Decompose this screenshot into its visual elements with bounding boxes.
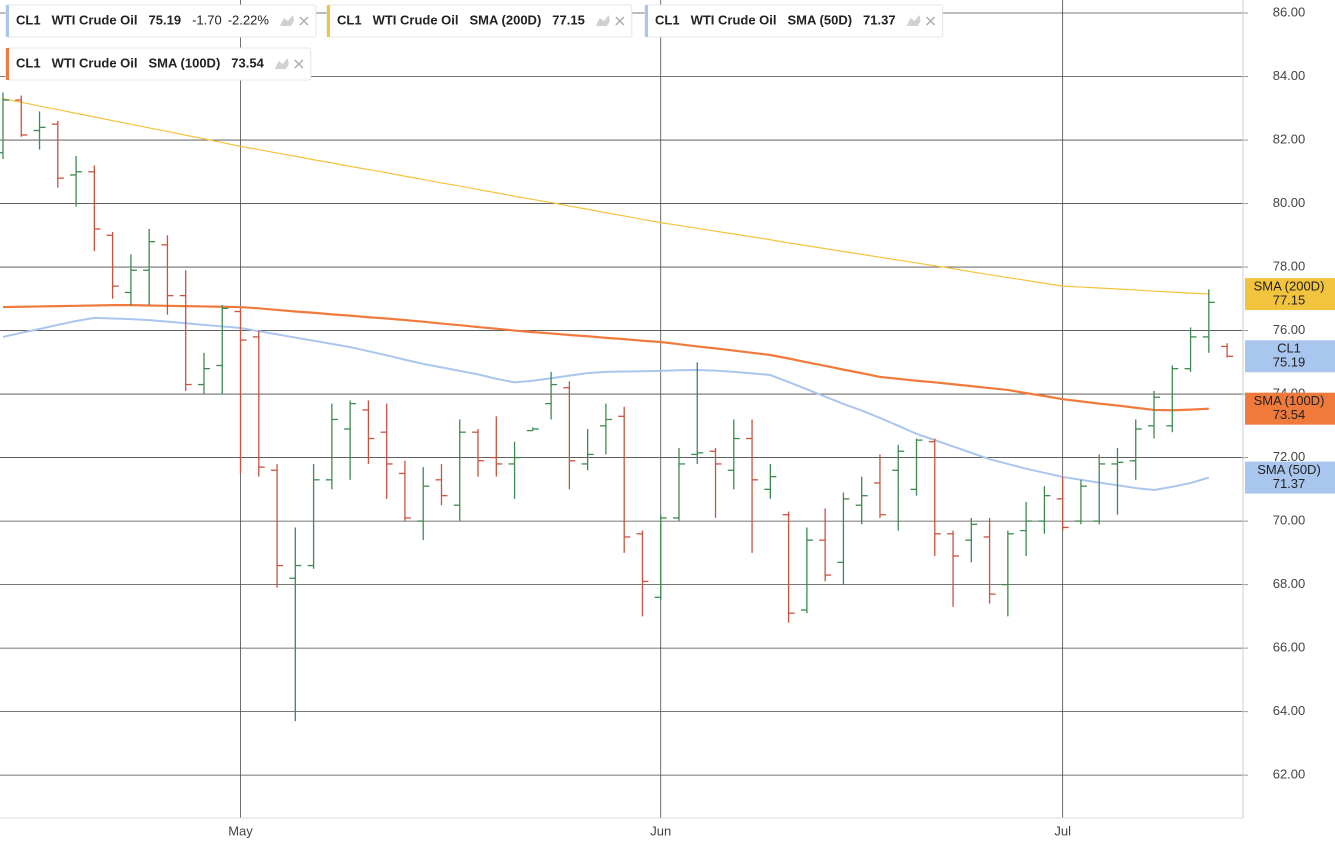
close-icon[interactable] bbox=[294, 59, 304, 69]
legend-layer: CL1 WTI Crude Oil 75.19 -1.70 -2.22% CL1 WTI C… bbox=[5, 4, 944, 81]
badge-name: SMA (200D) bbox=[1254, 278, 1325, 293]
legend-swatch bbox=[327, 5, 330, 37]
x-tick-label: Jun bbox=[650, 823, 671, 838]
sma-line bbox=[2, 98, 1209, 295]
legend-symbol: CL1 bbox=[16, 12, 41, 27]
y-tick-label: 82.00 bbox=[1273, 131, 1306, 146]
legend-series-name: SMA (100D) bbox=[149, 55, 221, 70]
sma-line bbox=[2, 304, 1209, 412]
settings-icon[interactable] bbox=[595, 15, 610, 26]
y-tick-label: 72.00 bbox=[1273, 449, 1306, 464]
price-badge: SMA (50D)71.37 bbox=[1245, 461, 1335, 494]
legend-swatch bbox=[645, 5, 648, 37]
legend-symbol: CL1 bbox=[16, 55, 41, 70]
badge-name: CL1 bbox=[1277, 341, 1301, 356]
legend-last: 71.37 bbox=[863, 12, 896, 27]
y-tick-label: 86.00 bbox=[1273, 4, 1306, 19]
sma-line bbox=[2, 316, 1210, 491]
badge-box bbox=[1245, 340, 1335, 373]
legend-symbol: CL1 bbox=[337, 12, 362, 27]
legend-name: WTI Crude Oil bbox=[373, 12, 459, 27]
close-icon[interactable] bbox=[615, 16, 625, 26]
y-tick-label: 76.00 bbox=[1273, 322, 1306, 337]
mark-layer bbox=[0, 92, 1234, 722]
close-icon[interactable] bbox=[299, 16, 309, 26]
badge-box bbox=[1245, 392, 1335, 425]
legend-name: WTI Crude Oil bbox=[691, 12, 777, 27]
y-tick-label: 84.00 bbox=[1273, 68, 1306, 83]
y-tick-label: 64.00 bbox=[1273, 703, 1306, 718]
badge-box bbox=[1245, 278, 1335, 311]
badge-name: SMA (100D) bbox=[1254, 393, 1325, 408]
legend-entry: CL1 WTI Crude Oil 75.19 -1.70 -2.22% bbox=[5, 4, 317, 38]
badge-box bbox=[1245, 461, 1335, 494]
settings-icon[interactable] bbox=[279, 15, 294, 26]
legend-series-name: SMA (50D) bbox=[788, 12, 853, 27]
price-badge: SMA (100D)73.54 bbox=[1245, 392, 1335, 425]
legend-change: -1.70 bbox=[192, 12, 222, 27]
y-tick-label: 68.00 bbox=[1273, 576, 1306, 591]
y-tick-label: 80.00 bbox=[1273, 195, 1306, 210]
x-tick-label: Jul bbox=[1054, 823, 1071, 838]
legend-entry: CL1 WTI Crude Oil SMA (200D) 77.15 bbox=[326, 4, 633, 38]
y-tick-label: 62.00 bbox=[1273, 767, 1306, 782]
legend-symbol: CL1 bbox=[655, 12, 680, 27]
close-icon[interactable] bbox=[926, 16, 936, 26]
legend-swatch bbox=[6, 48, 9, 80]
legend-entry: CL1 WTI Crude Oil SMA (50D) 71.37 bbox=[644, 4, 944, 38]
badge-name: SMA (50D) bbox=[1257, 462, 1321, 477]
legend-last: 73.54 bbox=[231, 55, 264, 70]
legend-last: 77.15 bbox=[552, 12, 585, 27]
price-badge: SMA (200D)77.15 bbox=[1245, 278, 1335, 311]
legend-swatch bbox=[6, 5, 9, 37]
legend-name: WTI Crude Oil bbox=[52, 55, 138, 70]
legend-series-name: SMA (200D) bbox=[470, 12, 542, 27]
badge-value: 71.37 bbox=[1273, 476, 1306, 491]
legend-name: WTI Crude Oil bbox=[52, 12, 138, 27]
x-tick-label: May bbox=[228, 823, 253, 838]
settings-icon[interactable] bbox=[906, 15, 921, 26]
settings-icon[interactable] bbox=[274, 58, 289, 69]
badge-value: 77.15 bbox=[1273, 292, 1306, 307]
legend-change-percent: -2.22% bbox=[228, 12, 270, 27]
y-tick-label: 78.00 bbox=[1273, 258, 1306, 273]
badge-value: 73.54 bbox=[1273, 407, 1306, 422]
legend-entry: CL1 WTI Crude Oil SMA (100D) 73.54 bbox=[5, 47, 312, 81]
legend-last: 75.19 bbox=[149, 12, 182, 27]
badge-value: 75.19 bbox=[1273, 355, 1306, 370]
y-tick-label: 70.00 bbox=[1273, 513, 1306, 528]
y-tick-label: 66.00 bbox=[1273, 640, 1306, 655]
